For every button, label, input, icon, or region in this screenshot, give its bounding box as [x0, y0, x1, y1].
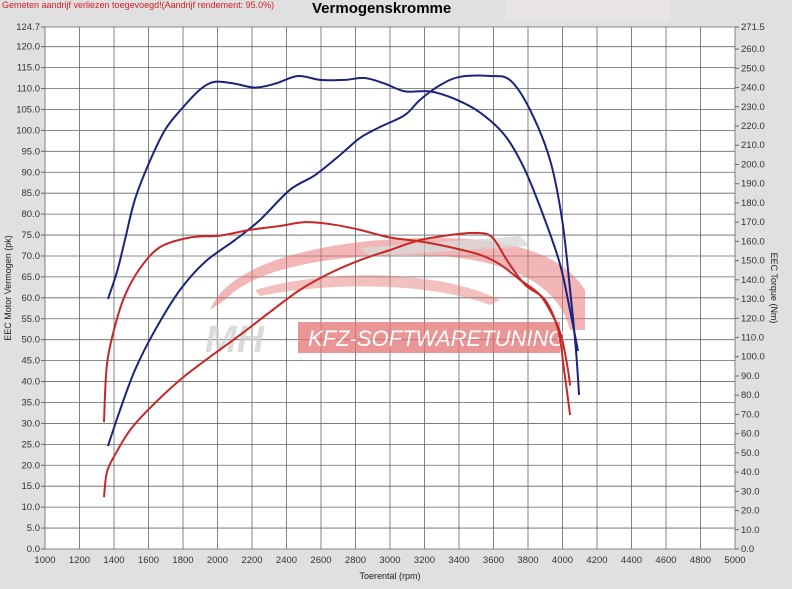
y-tick-label: 75.0 — [22, 230, 41, 241]
x-tick-label: 1600 — [138, 555, 159, 566]
y-tick-label: 60.0 — [22, 293, 41, 304]
axis-ticks: 1000 1200 1400 1600 1800 2000 2200 2400 2600 2800… — [16, 22, 765, 566]
y2-tick-label: 20.0 — [741, 506, 760, 517]
x-tick-label: 2800 — [345, 555, 366, 566]
tuned-torque-line — [107, 74, 580, 352]
x-tick-label: 2400 — [276, 555, 297, 566]
y2-tick-label: 210.0 — [741, 140, 765, 151]
y-tick-label: 70.0 — [22, 251, 41, 262]
y2-axis-label: EEC Torque (Nm) — [769, 253, 779, 324]
x-tick-label: 1000 — [34, 555, 55, 566]
y-tick-label: 10.0 — [22, 502, 41, 513]
y-tick-label: 85.0 — [22, 188, 41, 199]
x-tick-label: 3200 — [414, 555, 435, 566]
watermark-brand: KFZ-SOFTWARETUNING — [308, 326, 565, 351]
x-tick-label: 4600 — [655, 555, 676, 566]
x-tick-label: 2000 — [207, 555, 228, 566]
x-tick-label: 3000 — [379, 555, 400, 566]
y2-tick-label: 260.0 — [741, 44, 765, 55]
x-tick-label: 2600 — [310, 555, 331, 566]
y2-tick-label: 10.0 — [741, 525, 760, 536]
y-tick-label: 35.0 — [22, 397, 41, 408]
x-tick-label: 1400 — [103, 555, 124, 566]
y2-tick-label: 80.0 — [741, 390, 760, 401]
y-tick-label: 15.0 — [22, 481, 41, 492]
y2-tick-label: 200.0 — [741, 159, 765, 170]
stock-power-line — [103, 231, 572, 498]
x-tick-label: 3400 — [448, 555, 469, 566]
drivetrain-loss-note: Gemeten aandrijf verliezen toegevoegd!(A… — [2, 0, 275, 10]
x-axis-label: Toerental (rpm) — [359, 571, 420, 581]
y-tick-label: 115.0 — [17, 63, 40, 74]
y2-tick-label: 140.0 — [741, 275, 765, 286]
watermark-logo: MH KFZ-SOFTWARETUNING — [205, 236, 585, 361]
x-tick-label: 4000 — [552, 555, 573, 566]
y2-tick-label: 160.0 — [741, 236, 765, 247]
y2-tick-label: 190.0 — [741, 179, 765, 190]
x-tick-label: 5000 — [724, 555, 745, 566]
y-tick-label: 80.0 — [22, 209, 41, 220]
y2-tick-label: 150.0 — [741, 256, 765, 267]
x-tick-label: 3800 — [517, 555, 538, 566]
x-tick-label: 3600 — [483, 555, 504, 566]
y-tick-label: 25.0 — [22, 439, 41, 450]
y2-tick-label: 180.0 — [741, 198, 765, 209]
y-tick-label: 124.7 — [16, 22, 40, 33]
x-tick-label: 1200 — [69, 555, 90, 566]
y-tick-label: 0.0 — [27, 544, 40, 555]
y-tick-label: 120.0 — [16, 42, 40, 53]
y2-tick-label: 40.0 — [741, 467, 760, 478]
series-lines — [102, 74, 581, 498]
y-tick-label: 30.0 — [22, 418, 41, 429]
x-tick-label: 2200 — [241, 555, 262, 566]
car-line — [255, 275, 500, 305]
y2-tick-label: 240.0 — [741, 83, 765, 94]
y-tick-label: 55.0 — [22, 314, 41, 325]
watermark-band — [298, 322, 560, 353]
title-box — [505, 0, 670, 22]
x-tick-label: 1800 — [172, 555, 193, 566]
grid — [44, 26, 736, 550]
stock-torque-line — [102, 221, 572, 423]
y2-tick-label: 230.0 — [741, 102, 765, 113]
y2-tick-label: 130.0 — [741, 294, 765, 305]
y-tick-label: 100.0 — [16, 125, 40, 136]
y2-tick-label: 60.0 — [741, 429, 760, 440]
y-tick-label: 45.0 — [22, 356, 41, 367]
chart-title: Vermogenskromme — [312, 0, 452, 17]
y2-tick-label: 250.0 — [741, 63, 765, 74]
x-tick-label: 4200 — [586, 555, 607, 566]
y-tick-label: 20.0 — [22, 460, 41, 471]
y-tick-label: 90.0 — [22, 167, 41, 178]
y-tick-label: 110.0 — [17, 84, 40, 95]
y2-tick-label: 30.0 — [741, 486, 760, 497]
y2-tick-label: 120.0 — [741, 313, 765, 324]
y2-tick-label: 90.0 — [741, 371, 760, 382]
y-tick-label: 95.0 — [22, 146, 41, 157]
y-tick-label: 5.0 — [27, 523, 40, 534]
y2-tick-label: 110.0 — [741, 333, 764, 344]
x-tick-label: 4400 — [621, 555, 642, 566]
y2-tick-label: 0.0 — [741, 544, 754, 555]
y2-tick-label: 271.5 — [741, 22, 765, 33]
x-tick-label: 4800 — [690, 555, 711, 566]
y2-tick-label: 50.0 — [741, 448, 760, 459]
y2-tick-label: 170.0 — [741, 217, 765, 228]
y2-tick-label: 100.0 — [741, 352, 765, 363]
y-tick-label: 65.0 — [22, 272, 41, 283]
tuned-power-line — [107, 74, 581, 447]
car-silhouette — [210, 237, 585, 330]
y2-tick-label: 220.0 — [741, 121, 765, 132]
y-tick-label: 50.0 — [22, 335, 41, 346]
y2-tick-label: 70.0 — [741, 409, 760, 420]
y-tick-label: 40.0 — [22, 377, 41, 388]
y-axis-label: EEC Motor Vermogen (pk) — [3, 235, 13, 341]
y-tick-label: 105.0 — [16, 104, 40, 115]
